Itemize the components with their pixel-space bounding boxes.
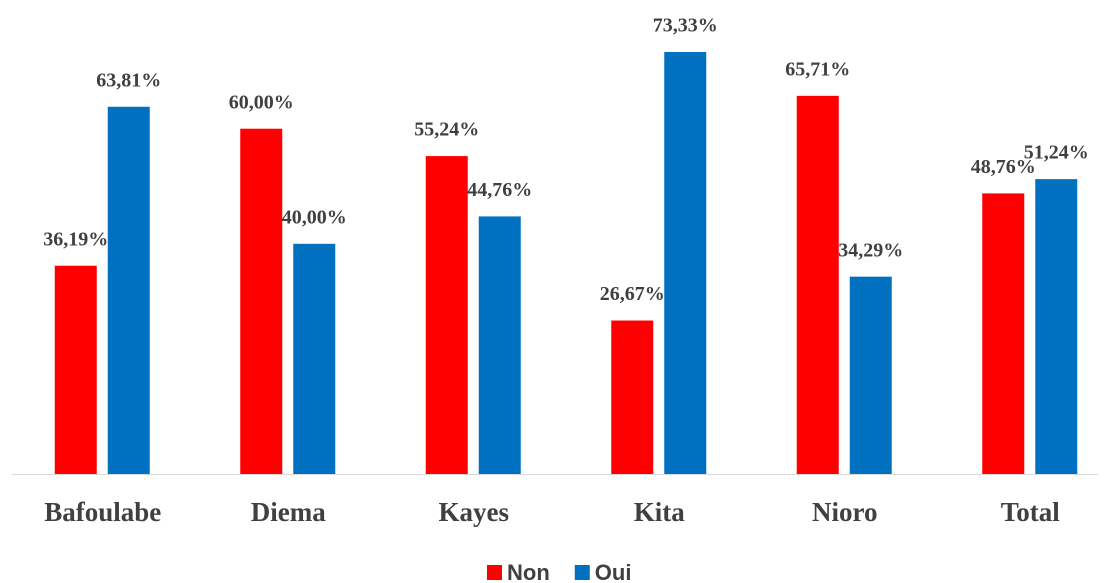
bar	[611, 320, 654, 474]
bar	[54, 265, 97, 474]
legend-label: Oui	[595, 560, 632, 583]
value-label: 55,24%	[414, 119, 479, 141]
x-tick-label: Total	[1001, 497, 1061, 527]
x-tick-label: Kita	[634, 497, 685, 527]
value-label: 60,00%	[229, 91, 294, 113]
bar	[478, 216, 521, 474]
bar	[425, 156, 468, 474]
bar	[796, 95, 839, 475]
value-label: 63,81%	[96, 69, 161, 91]
bar	[1035, 179, 1078, 474]
value-label: 48,76%	[971, 156, 1036, 178]
value-label: 34,29%	[838, 239, 903, 261]
legend-swatch	[574, 565, 590, 580]
bar	[664, 52, 707, 474]
x-tick-label: Nioro	[812, 497, 878, 527]
bar	[982, 193, 1025, 474]
value-label: 65,71%	[785, 58, 850, 80]
value-label: 26,67%	[600, 283, 665, 305]
x-tick-label: Bafoulabe	[44, 497, 161, 527]
bar	[107, 106, 150, 474]
bar	[293, 243, 336, 474]
value-label: 44,76%	[467, 179, 532, 201]
x-tick-label: Kayes	[439, 497, 510, 527]
value-label: 36,19%	[43, 228, 108, 250]
bar	[240, 128, 283, 474]
x-tick-label: Diema	[251, 497, 326, 527]
legend-swatch	[487, 565, 502, 580]
legend-label: Non	[507, 560, 550, 583]
value-label: 73,33%	[653, 15, 718, 37]
value-label: 40,00%	[282, 206, 347, 228]
bar	[849, 276, 892, 474]
value-label: 51,24%	[1024, 142, 1089, 164]
